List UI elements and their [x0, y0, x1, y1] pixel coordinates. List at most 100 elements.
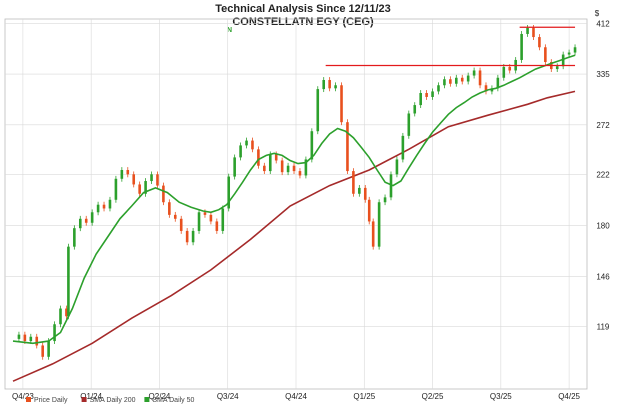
legend-item: SMA Daily 200 — [81, 397, 136, 404]
price-candle — [245, 137, 248, 149]
price-candle — [322, 77, 326, 93]
price-candle — [215, 218, 219, 234]
price-candle — [132, 171, 136, 188]
legend-item: SMA Daily 50 — [144, 397, 195, 404]
price-candle — [419, 90, 422, 109]
chart-subtitle: CONSTELLATN EGY (CEG) — [232, 16, 374, 28]
price-candle — [340, 82, 343, 126]
y-tick-label: 146 — [596, 272, 610, 281]
price-candle — [138, 181, 141, 197]
x-tick-label: Q4/24 — [285, 392, 307, 401]
price-candle — [78, 215, 82, 232]
y-tick-label: 222 — [596, 170, 610, 179]
x-tick-label: Q4/23 — [12, 392, 34, 401]
price-candle — [17, 331, 21, 342]
price-candle — [389, 171, 393, 201]
x-tick-label: Q3/25 — [490, 392, 512, 401]
legend: Price Daily SMA Daily 200 SMA Daily 50 — [26, 397, 195, 404]
price-candle — [292, 162, 296, 175]
price-layer — [17, 24, 577, 360]
x-axis: Q4/23 Q1/24 Q2/24 Q3/24 Q4/24 Q1/25 Q2/25 Q3/25… — [12, 392, 581, 401]
price-candle — [150, 171, 153, 184]
sma200-layer — [12, 90, 576, 382]
price-candle — [472, 67, 476, 79]
price-candle — [383, 194, 387, 206]
y-tick-label: 335 — [596, 70, 610, 79]
x-tick-label: Q2/24 — [149, 392, 171, 401]
price-candle — [41, 342, 44, 360]
price-candle — [502, 64, 506, 81]
resistance-layer — [325, 26, 576, 67]
price-candle — [120, 167, 124, 182]
y-tick-label: 180 — [596, 221, 610, 230]
y-axis: 119 146 180 222 272 335 412 — [596, 20, 610, 332]
price-candle — [455, 74, 458, 87]
price-candle — [197, 209, 201, 234]
price-candle — [84, 215, 88, 226]
legend-item: Price Daily — [26, 397, 68, 404]
price-candle — [173, 211, 177, 222]
sma50-line — [12, 54, 576, 345]
y-tick-label: 119 — [597, 322, 610, 331]
price-candle — [561, 51, 565, 70]
price-candle — [108, 196, 112, 212]
price-candle — [73, 225, 76, 250]
price-candle — [67, 243, 70, 320]
price-candle — [363, 184, 367, 203]
price-candle — [144, 178, 147, 197]
y-tick-label: 412 — [596, 20, 610, 29]
price-candle — [371, 218, 375, 250]
chart-title: Technical Analysis Since 12/11/23 — [215, 3, 391, 15]
grid-layer — [5, 19, 587, 389]
price-candle — [227, 173, 231, 212]
legend-swatch — [144, 397, 150, 402]
price-candle — [377, 199, 381, 250]
price-candle — [251, 137, 254, 153]
price-candle — [413, 102, 417, 117]
price-candle — [168, 199, 171, 218]
sma200-line — [12, 90, 576, 382]
x-tick-label: Q2/25 — [422, 392, 444, 401]
price-candle — [484, 82, 488, 95]
price-candle — [401, 132, 405, 163]
price-candle — [59, 305, 62, 328]
price-candle — [191, 228, 195, 246]
price-candle — [304, 156, 308, 179]
legend-label: SMA Daily 50 — [152, 397, 194, 404]
event-marker-label: N — [227, 27, 232, 34]
price-candle — [90, 209, 94, 226]
price-candle — [185, 228, 189, 246]
legend-label: Price Daily — [34, 397, 68, 404]
currency-symbol: $ — [595, 9, 600, 18]
price-candle — [443, 76, 446, 89]
price-candle — [328, 77, 331, 92]
price-candle — [316, 86, 320, 135]
price-candle — [407, 110, 411, 139]
price-candle — [352, 168, 355, 197]
price-candle — [449, 76, 452, 87]
sma50-layer — [12, 54, 576, 345]
price-candle — [460, 74, 464, 85]
price-candle — [367, 196, 371, 225]
price-candle — [544, 44, 547, 65]
price-candle — [425, 90, 428, 100]
price-candle — [573, 44, 577, 56]
x-tick-label: Q1/25 — [353, 392, 375, 401]
x-tick-label: Q3/24 — [217, 392, 239, 401]
price-candle — [114, 175, 118, 203]
price-candle — [286, 162, 290, 176]
legend-swatch — [26, 397, 31, 402]
price-candle — [334, 82, 337, 92]
price-candle — [233, 154, 236, 180]
price-candle — [268, 151, 272, 175]
legend-swatch — [81, 397, 87, 402]
price-candle — [179, 215, 183, 234]
price-candle — [65, 305, 68, 320]
price-candle — [239, 142, 242, 161]
price-candle — [358, 184, 361, 197]
price-candle — [102, 201, 106, 212]
x-tick-label: Q1/24 — [80, 392, 102, 401]
price-candle — [567, 49, 571, 58]
legend-label: SMA Daily 200 — [90, 397, 136, 404]
